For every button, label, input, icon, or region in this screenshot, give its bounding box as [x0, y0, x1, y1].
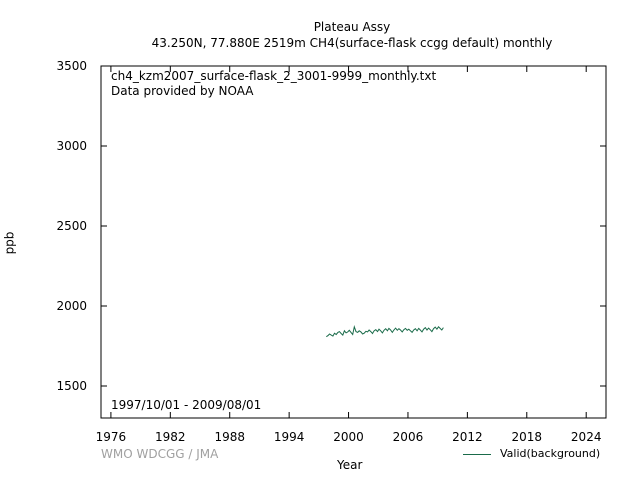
provider-label: Data provided by NOAA [111, 84, 254, 98]
x-tick-label-2000: 2000 [333, 430, 364, 444]
y-tick-label-2000: 2000 [56, 299, 87, 313]
x-tick-label-2006: 2006 [393, 430, 424, 444]
series-line-valid-background [326, 324, 444, 338]
y-tick-label-1500: 1500 [56, 379, 87, 393]
y-tick-label-3000: 3000 [56, 139, 87, 153]
y-tick-label-3500: 3500 [56, 59, 87, 73]
chart-title: Plateau Assy [313, 20, 391, 34]
period-label: 1997/10/01 - 2009/08/01 [111, 398, 261, 412]
y-tick-label-2500: 2500 [56, 219, 87, 233]
chart-subtitle: 43.250N, 77.880E 2519m CH4(surface-flask… [151, 36, 553, 50]
credit-text: WMO WDCGG / JMA [101, 447, 219, 461]
x-tick-label-1976: 1976 [96, 430, 127, 444]
legend-line-swatch [463, 454, 491, 455]
x-tick-label-2018: 2018 [512, 430, 543, 444]
legend-label: Valid(background) [500, 447, 601, 460]
x-tick-label-2012: 2012 [452, 430, 483, 444]
x-axis-label: Year [337, 458, 363, 472]
x-tick-label-1982: 1982 [155, 430, 186, 444]
x-tick-label-1994: 1994 [274, 430, 305, 444]
x-tick-label-2024: 2024 [571, 430, 602, 444]
plot-frame [100, 65, 607, 419]
file-label: ch4_kzm2007_surface-flask_2_3001-9999_mo… [111, 69, 436, 83]
x-tick-label-1988: 1988 [214, 430, 245, 444]
